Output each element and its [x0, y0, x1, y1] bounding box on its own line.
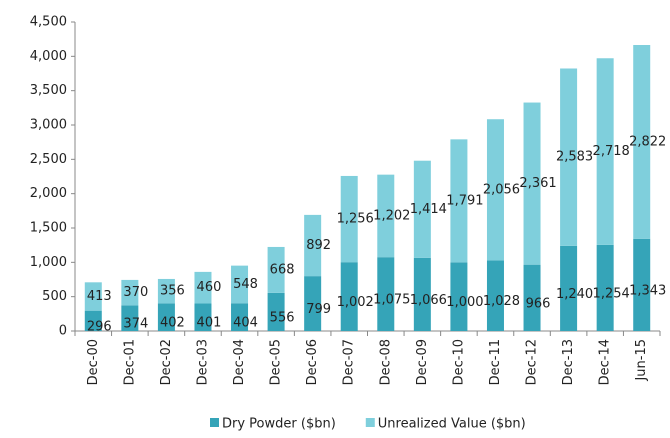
y-tick-label: 500 — [42, 289, 67, 304]
value-label: 1,256 — [337, 212, 374, 227]
x-tick-label: Dec-06 — [305, 339, 320, 385]
bar — [84, 282, 102, 311]
value-label: 1,028 — [483, 294, 520, 309]
x-tick-label: Dec-02 — [159, 339, 174, 385]
bar — [486, 260, 504, 331]
value-label: 799 — [306, 302, 331, 317]
bar — [523, 102, 541, 265]
value-label: 2,056 — [483, 182, 520, 197]
value-label: 1,000 — [446, 295, 483, 310]
value-label: 966 — [526, 296, 551, 311]
value-label: 2,583 — [556, 150, 593, 165]
y-tick-label: 1,500 — [30, 221, 67, 236]
bar — [523, 264, 541, 331]
bar — [596, 244, 614, 331]
value-label: 2,822 — [629, 134, 666, 149]
bar — [121, 305, 139, 331]
value-label: 1,414 — [410, 202, 447, 217]
value-label: 370 — [123, 285, 148, 300]
bar — [340, 175, 358, 263]
value-label: 2,361 — [519, 176, 556, 191]
bar — [450, 139, 468, 263]
value-label: 892 — [306, 238, 331, 253]
y-tick-label: 2,500 — [30, 152, 67, 167]
bar — [486, 119, 504, 261]
x-tick-label: Dec-11 — [488, 339, 503, 385]
y-tick-label: 3,000 — [30, 118, 67, 133]
x-tick-label: Dec-00 — [86, 339, 101, 385]
bar — [450, 262, 468, 331]
bar — [413, 160, 431, 258]
bar — [194, 303, 212, 331]
bar — [231, 265, 249, 304]
x-tick-label: Dec-05 — [269, 339, 284, 385]
bar — [377, 174, 395, 258]
x-tick-label: Dec-04 — [232, 339, 247, 385]
y-tick-label: 3,500 — [30, 83, 67, 98]
y-tick-label: 4,500 — [30, 15, 67, 30]
bar — [157, 303, 175, 331]
value-label: 2,718 — [593, 144, 630, 159]
bar — [560, 68, 578, 246]
legend-swatch — [210, 418, 219, 427]
x-tick-label: Dec-07 — [342, 339, 357, 385]
value-label: 1,254 — [593, 286, 630, 301]
x-tick-label: Dec-12 — [525, 339, 540, 385]
bar — [121, 279, 139, 306]
x-tick-label: Jun-15 — [634, 339, 649, 382]
value-label: 1,202 — [373, 208, 410, 223]
value-label: 374 — [123, 317, 148, 332]
value-label: 356 — [160, 284, 185, 299]
bar — [596, 58, 614, 245]
y-tick-label: 4,000 — [30, 49, 67, 64]
value-label: 1,066 — [410, 293, 447, 308]
value-label: 548 — [233, 277, 258, 292]
bar — [157, 278, 175, 304]
y-tick-label: 0 — [59, 324, 67, 339]
bar — [267, 246, 285, 293]
value-label: 1,240 — [556, 287, 593, 302]
bar — [413, 257, 431, 331]
legend-label: Unrealized Value ($bn) — [378, 417, 526, 432]
value-label: 1,343 — [629, 283, 666, 298]
x-tick-label: Dec-03 — [195, 339, 210, 385]
bar — [84, 310, 102, 331]
legend-label: Dry Powder ($bn) — [222, 417, 336, 432]
x-tick-label: Dec-08 — [378, 339, 393, 385]
bar — [377, 257, 395, 331]
value-label: 1,002 — [337, 295, 374, 310]
y-tick-label: 1,000 — [30, 255, 67, 270]
value-label: 460 — [197, 280, 222, 295]
value-label: 402 — [160, 316, 185, 331]
value-label: 556 — [270, 310, 295, 325]
bar — [633, 238, 651, 331]
bar — [340, 262, 358, 331]
value-label: 668 — [270, 262, 295, 277]
value-label: 401 — [197, 316, 222, 331]
value-label: 296 — [87, 319, 112, 334]
value-label: 1,075 — [373, 293, 410, 308]
x-tick-label: Dec-13 — [561, 339, 576, 385]
value-label: 413 — [87, 289, 112, 304]
x-tick-label: Dec-09 — [415, 339, 430, 385]
value-label: 1,791 — [446, 193, 483, 208]
bar — [304, 276, 322, 331]
value-label: 404 — [233, 316, 258, 331]
bar — [267, 292, 285, 331]
bar — [231, 303, 249, 331]
x-tick-label: Dec-14 — [598, 339, 613, 385]
legend-swatch — [365, 418, 375, 427]
bar — [560, 245, 578, 331]
x-tick-label: Dec-01 — [122, 339, 137, 385]
bar — [194, 271, 212, 304]
bar — [304, 214, 322, 277]
bar — [633, 45, 651, 239]
x-tick-label: Dec-10 — [451, 339, 466, 385]
y-tick-label: 2,000 — [30, 186, 67, 201]
